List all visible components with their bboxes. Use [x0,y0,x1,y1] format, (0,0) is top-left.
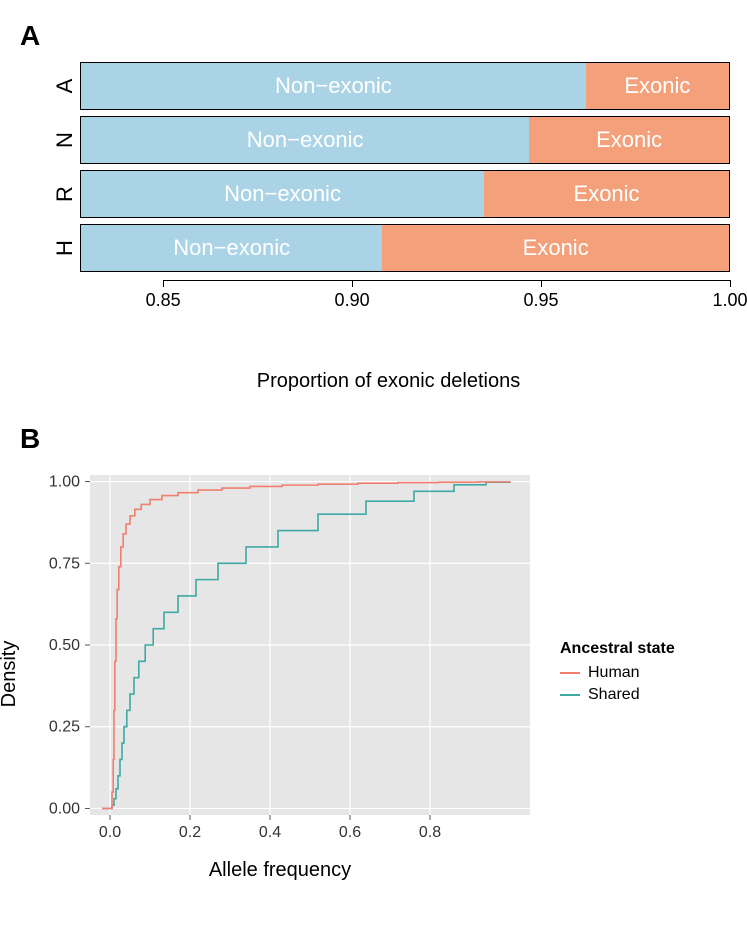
ytick-label: 0.00 [49,800,80,817]
panel-a-bar-row: NNon−exonicExonic [50,116,730,164]
panel-b-chart-area: Density 0.00.20.40.60.80.000.250.500.751… [20,465,540,882]
legend-label: Human [588,664,640,682]
panel-b-legend: Ancestral state Human Shared [560,640,675,708]
legend-label: Shared [588,686,640,704]
segment-exonic: Exonic [382,225,729,271]
panel-a-bar: Non−exonicExonic [80,62,730,110]
panel-a-bar-row: HNon−exonicExonic [50,224,730,272]
panel-a-axis-label: 1.00 [712,290,747,311]
ytick-label: 0.75 [49,555,80,572]
xtick-label: 0.2 [179,824,201,841]
panel-a-xaxis: 0.850.900.951.00 [80,280,730,330]
panel-a-bar: Non−exonicExonic [80,224,730,272]
segment-exonic: Exonic [484,171,729,217]
panel-b-svg: 0.0 0.2 0.4 0.6 0.8 0.00 0.25 0.50 0.75 1.00 [20,465,540,855]
panel-a-bar-row: RNon−exonicExonic [50,170,730,218]
panel-a-bar: Non−exonicExonic [80,170,730,218]
segment-nonexonic: Non−exonic [81,171,484,217]
ytick-label: 0.25 [49,719,80,736]
panel-a-xaxis-title: Proportion of exonic deletions [50,370,727,393]
segment-nonexonic: Non−exonic [81,117,529,163]
xtick-label: 0.6 [339,824,361,841]
panel-a-bar: Non−exonicExonic [80,116,730,164]
panel-a-label: A [20,20,727,52]
panel-b-xaxis-title: Allele frequency [20,859,540,882]
panel-a-axis-label: 0.85 [146,290,181,311]
segment-nonexonic: Non−exonic [81,63,586,109]
panel-a-chart: ANon−exonicExonic NNon−exonicExonic RNon−e… [50,62,730,272]
segment-exonic: Exonic [586,63,729,109]
panel-a-bar-row: ANon−exonicExonic [50,62,730,110]
ytick-label: 1.00 [49,474,80,491]
xtick-label: 0.0 [99,824,121,841]
legend-item: Shared [560,686,675,704]
panel-b-label: B [20,423,727,455]
panel-b-wrap: Density 0.00.20.40.60.80.000.250.500.751… [20,465,727,882]
xtick-label: 0.8 [419,824,441,841]
panel-a-axis-line [163,280,730,281]
panel-a-axis-tick [352,280,353,287]
legend-swatch [560,694,580,696]
panel-a-axis-tick [730,280,731,287]
panel-a-axis-tick [163,280,164,287]
panel-a-axis-label: 0.95 [524,290,559,311]
legend-item: Human [560,664,675,682]
legend-title: Ancestral state [560,640,675,658]
ytick-label: 0.50 [49,637,80,654]
legend-swatch [560,672,580,674]
segment-nonexonic: Non−exonic [81,225,382,271]
segment-exonic: Exonic [529,117,729,163]
panel-a-axis-tick [541,280,542,287]
panel-a-axis-label: 0.90 [335,290,370,311]
panel-b-yaxis-title: Density [0,640,21,707]
xtick-label: 0.4 [259,824,281,841]
